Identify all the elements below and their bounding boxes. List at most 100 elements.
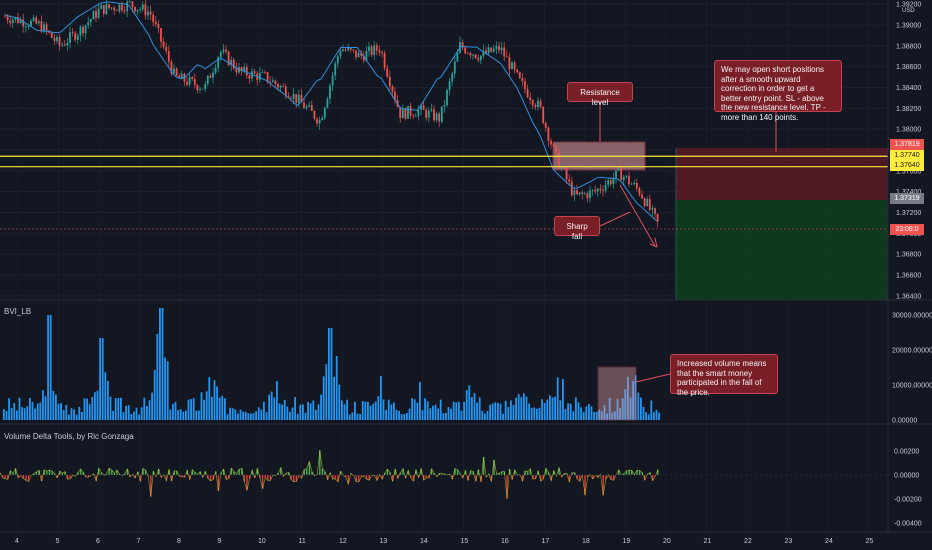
- volume-bar: [575, 397, 577, 420]
- resistance-lines: [0, 155, 888, 230]
- volume-bar: [127, 405, 130, 420]
- volume-bar: [549, 395, 551, 420]
- volume-bar: [244, 411, 247, 420]
- volume-bar: [94, 392, 96, 420]
- candle-body: [430, 109, 433, 111]
- candle-body: [14, 17, 17, 20]
- candle-body: [451, 73, 454, 82]
- volume-bar: [5, 411, 8, 420]
- candle-body: [435, 113, 438, 121]
- volume-bar: [478, 397, 481, 420]
- time-tick-label: 12: [339, 538, 347, 545]
- volume-bar: [83, 398, 86, 420]
- candle-body: [360, 52, 363, 56]
- volume-bar: [65, 404, 68, 420]
- volume-bar: [369, 405, 372, 420]
- volume-bar: [13, 403, 16, 420]
- candle-body: [646, 199, 649, 206]
- volume-bar: [481, 410, 484, 420]
- candle-body: [581, 192, 584, 195]
- candle-body: [563, 167, 565, 169]
- candle-body: [22, 19, 25, 27]
- volume-bar: [322, 376, 325, 420]
- volume-bar: [302, 404, 304, 420]
- volume-bar: [16, 410, 18, 420]
- candle-body: [251, 71, 253, 79]
- volume-bar: [205, 391, 208, 420]
- volume-bar: [465, 390, 468, 420]
- candle-body: [596, 188, 599, 192]
- time-tick-label: 4: [15, 538, 19, 545]
- sharp-fall-annotation[interactable]: Sharp fall: [554, 216, 600, 241]
- volume-bar: [250, 413, 252, 420]
- volume-bar: [447, 407, 450, 420]
- volume-bar: [642, 406, 645, 420]
- volume-bar: [569, 403, 572, 420]
- candle-body: [209, 75, 212, 78]
- candle-body: [253, 71, 256, 74]
- candle-body: [178, 75, 181, 79]
- volume-bar: [125, 406, 127, 420]
- candle-body: [443, 105, 446, 107]
- volume-bar: [426, 401, 429, 420]
- time-tick-label: 15: [461, 538, 469, 545]
- candle-body: [448, 81, 451, 90]
- volume-bar: [70, 408, 73, 420]
- candle-body: [149, 11, 152, 15]
- trade-idea-annotation[interactable]: We may open short positions after a smoo…: [714, 60, 842, 122]
- price-tick-label: 1.37200: [896, 210, 921, 217]
- candle-body: [100, 5, 103, 9]
- candle-body: [248, 75, 251, 79]
- candle-body: [76, 35, 79, 40]
- resistance-annotation[interactable]: Resistance level: [567, 82, 633, 107]
- candle-body: [586, 193, 589, 199]
- candle-body: [204, 83, 207, 89]
- volume-bar: [419, 382, 421, 420]
- candle-body: [144, 4, 147, 16]
- candle-body: [227, 51, 230, 66]
- volume-bar: [192, 398, 195, 420]
- candle-body: [630, 183, 633, 185]
- candle-body: [157, 23, 160, 29]
- volume-bar: [504, 400, 507, 420]
- volume-bar: [406, 412, 408, 420]
- current-time-tag: 23:08:0: [890, 224, 924, 235]
- volume-bar: [307, 402, 309, 420]
- candle-body: [578, 192, 581, 195]
- volume-bar: [364, 401, 367, 420]
- candle-body: [43, 24, 45, 32]
- candle-body: [500, 47, 503, 51]
- volume-pane-title: BVI_LB: [4, 307, 32, 316]
- volume-bar: [130, 414, 133, 420]
- volume-bar: [317, 404, 320, 420]
- candle-body: [620, 168, 623, 181]
- volume-bar: [218, 397, 221, 420]
- volume-bar: [34, 408, 36, 420]
- volume-bar: [647, 414, 650, 420]
- stop-loss-tag: 1.37819: [890, 139, 924, 150]
- time-tick-label: 25: [866, 538, 874, 545]
- volume-bar: [390, 404, 393, 420]
- candle-body: [186, 81, 188, 85]
- time-tick-label: 11: [299, 538, 306, 545]
- volume-bar: [252, 413, 255, 420]
- volume-bar: [580, 407, 582, 420]
- volume-bar: [169, 409, 172, 420]
- volume-bar: [164, 357, 166, 420]
- candle-body: [615, 170, 617, 179]
- volume-bar: [398, 410, 400, 420]
- volume-bar: [96, 390, 99, 420]
- candle-body: [50, 32, 53, 38]
- candle-body: [347, 47, 350, 51]
- candle-body: [433, 109, 435, 121]
- volume-bar: [263, 401, 265, 420]
- volume-bar: [595, 411, 598, 420]
- candle-body: [537, 100, 539, 108]
- volume-bar: [554, 396, 556, 420]
- price-tick-label: 1.38600: [896, 64, 921, 71]
- volume-annotation[interactable]: Increased volume means that the smart mo…: [670, 354, 778, 397]
- candle-body: [297, 94, 300, 103]
- candle-body: [643, 198, 646, 206]
- price-tick-label: 1.36400: [896, 293, 921, 300]
